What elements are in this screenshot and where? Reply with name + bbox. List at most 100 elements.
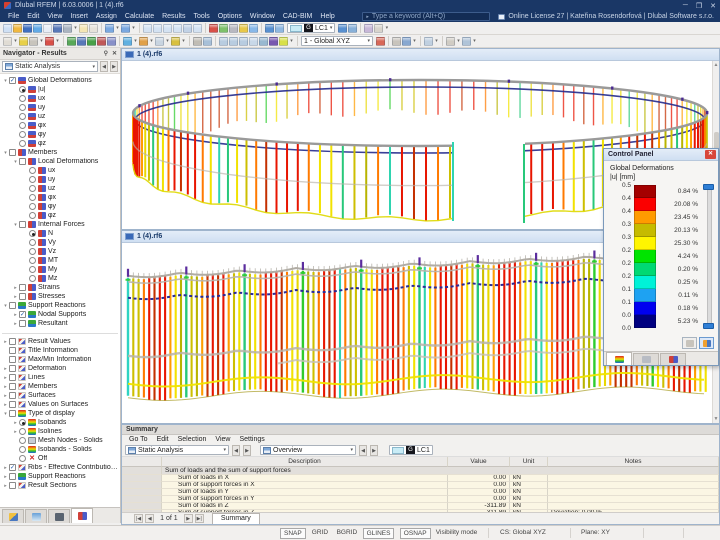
navigator-tab-results[interactable] (71, 508, 93, 523)
print-icon[interactable] (63, 23, 72, 33)
calculation-params-icon[interactable] (229, 23, 238, 33)
navigator-tab-display[interactable] (25, 509, 47, 523)
tree-item-values-on-surfaces[interactable]: ▸ Values on Surfaces (2, 400, 120, 409)
status-toggle-snap[interactable]: SNAP (280, 528, 306, 539)
summary-menu-goto[interactable]: Go To (129, 436, 148, 443)
check-model-icon[interactable] (219, 23, 228, 33)
menu-help[interactable]: Help (320, 13, 335, 20)
tree-item-u-abs[interactable]: |u| (2, 85, 120, 94)
tree-item-nodal-supports[interactable]: ▸ ✓ Nodal Supports (2, 310, 120, 319)
tree-item-phix[interactable]: φx (2, 121, 120, 130)
zoom-icon[interactable] (19, 36, 28, 46)
tree-item-resultant[interactable]: ▸ Resultant (2, 319, 120, 328)
expander-closed-icon[interactable]: ▸ (14, 311, 17, 318)
navigator-toggle-icon[interactable] (402, 36, 411, 46)
checkbox-unchecked[interactable] (9, 356, 16, 363)
menu-file[interactable]: File (8, 13, 20, 20)
prev-button[interactable]: ◀ (232, 444, 240, 456)
redo-icon[interactable] (121, 23, 130, 33)
tree-item-isolines[interactable]: ▸ Isolines (2, 427, 120, 436)
mesh-icon[interactable] (155, 36, 164, 46)
checkbox-checked[interactable]: ✓ (19, 311, 26, 318)
expander-closed-icon[interactable]: ▸ (4, 374, 7, 381)
menu-options[interactable]: Options (217, 13, 242, 20)
radio-unselected[interactable] (19, 428, 26, 435)
next-case-button[interactable]: ▶ (110, 61, 118, 72)
support-icon[interactable] (123, 36, 132, 46)
prev-page-button[interactable]: ◀ (145, 514, 155, 523)
viewport-1-titlebar[interactable]: 1 (4).rf6 (122, 49, 719, 61)
expander-open-icon[interactable]: ▾ (4, 149, 7, 156)
pin-icon[interactable]: ⚲ (103, 51, 108, 57)
navigator-tab-views[interactable] (48, 509, 70, 523)
tree-item-uz[interactable]: uz (2, 112, 120, 121)
tree-item-surfaces[interactable]: ▸ Surfaces (2, 391, 120, 400)
dropdown-caret-icon[interactable]: ▾ (182, 38, 185, 44)
radio-unselected[interactable] (19, 140, 26, 147)
checkbox-unchecked[interactable] (9, 347, 16, 354)
checkbox-unchecked[interactable] (9, 149, 16, 156)
legend-slider-handle-bottom[interactable] (703, 323, 714, 329)
pan-icon[interactable] (29, 36, 38, 46)
node-icon[interactable] (67, 36, 76, 46)
scroll-thumb[interactable] (713, 132, 719, 158)
checkbox-unchecked[interactable] (9, 482, 16, 489)
radio-unselected[interactable] (19, 122, 26, 129)
tree-item-members-display[interactable]: ▸ Members (2, 382, 120, 391)
expander-closed-icon[interactable]: ▸ (4, 482, 7, 489)
checkbox-unchecked[interactable] (19, 320, 26, 327)
checkbox-unchecked[interactable] (19, 284, 26, 291)
summary-menu-edit[interactable]: Edit (156, 436, 169, 443)
tree-item-result-sections[interactable]: ▸ Result Sections (2, 481, 120, 490)
radio-unselected[interactable] (19, 131, 26, 138)
trim-icon[interactable] (259, 36, 268, 46)
tree-item-m-uy[interactable]: uy (2, 175, 120, 184)
radio-unselected[interactable] (29, 176, 36, 183)
show-results-icon[interactable] (338, 23, 348, 33)
line-icon[interactable] (77, 36, 86, 46)
expander-closed-icon[interactable]: ▸ (14, 284, 17, 291)
save-as-icon[interactable] (53, 23, 62, 33)
summary-tab[interactable]: Summary (211, 513, 260, 524)
table-row[interactable]: Sum of support forces in Z-311.89kNDevia… (122, 510, 719, 512)
menu-insert[interactable]: Insert (70, 13, 88, 20)
tree-item-mesh-nodes-solids[interactable]: Mesh Nodes - Solids (2, 436, 120, 445)
tree-item-support-reactions-display[interactable]: ▸ Support Reactions (2, 472, 120, 481)
maximize-button[interactable]: ❐ (695, 2, 703, 10)
checkbox-unchecked[interactable] (9, 365, 16, 372)
expander-open-icon[interactable]: ▾ (4, 77, 7, 84)
table-row[interactable]: Sum of loads in Z -311.89 kN (122, 503, 719, 510)
tree-item-internal-forces[interactable]: ▾ Internal Forces (2, 220, 120, 229)
panel-tab-filter[interactable] (633, 353, 659, 365)
tree-item-strains[interactable]: ▸ Strains (2, 283, 120, 292)
prev-case-button[interactable]: ◀ (100, 61, 108, 72)
dropdown-caret-icon[interactable]: ▾ (435, 38, 438, 44)
tree-item-m-ux[interactable]: ux (2, 166, 120, 175)
panel-options-button[interactable] (682, 337, 697, 349)
summary-analysis-combo[interactable]: Static Analysis ▾ (125, 445, 229, 455)
expander-closed-icon[interactable]: ▸ (4, 338, 7, 345)
align-icon[interactable] (249, 36, 258, 46)
scroll-down-icon[interactable]: ▼ (713, 416, 719, 422)
view-both-icon[interactable] (163, 23, 172, 33)
tree-item-m-uz[interactable]: uz (2, 184, 120, 193)
tree-item-stresses[interactable]: ▸ Stresses (2, 292, 120, 301)
radio-selected[interactable] (19, 86, 26, 93)
view-report-icon[interactable] (183, 23, 192, 33)
save-icon[interactable] (23, 23, 32, 33)
tree-item-maxmin-information[interactable]: Max/Min Information (2, 355, 120, 364)
tree-item-m-phiz[interactable]: φz (2, 211, 120, 220)
control-panel-titlebar[interactable]: Control Panel ✕ (604, 149, 718, 161)
tree-item-support-reactions[interactable]: ▾ Support Reactions (2, 301, 120, 310)
new-model-icon[interactable] (3, 23, 12, 33)
copy-icon[interactable] (43, 23, 52, 33)
next-page-button[interactable]: ▶ (183, 514, 193, 523)
radio-unselected[interactable] (19, 113, 26, 120)
expander-closed-icon[interactable]: ▸ (4, 365, 7, 372)
search-input[interactable]: ▸ Type a keyword (Alt+Q) (362, 12, 491, 21)
dropdown-caret-icon[interactable]: ▾ (116, 25, 119, 31)
dropdown-caret-icon[interactable]: ▾ (56, 38, 59, 44)
tree-item-ux[interactable]: ux (2, 94, 120, 103)
tree-item-phiy[interactable]: φy (2, 130, 120, 139)
loads-icon[interactable] (265, 23, 274, 33)
